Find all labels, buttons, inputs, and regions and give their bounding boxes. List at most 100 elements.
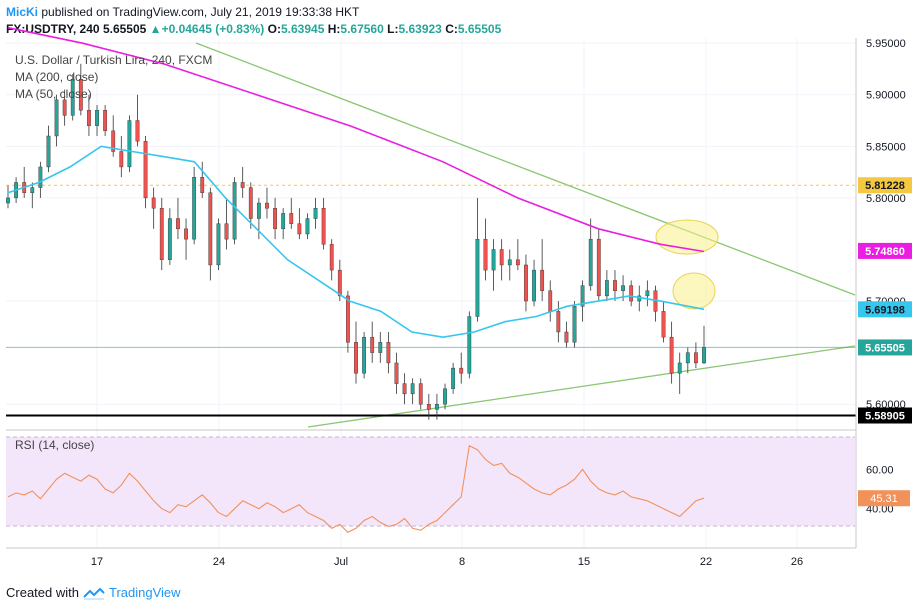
bear-candle[interactable] [394, 362, 399, 384]
bear-candle[interactable] [515, 259, 520, 266]
bear-candle[interactable] [224, 223, 229, 240]
bull-candle[interactable] [604, 280, 609, 297]
bear-candle[interactable] [119, 151, 124, 168]
bear-candle[interactable] [159, 208, 164, 260]
bear-candle[interactable] [184, 228, 188, 240]
bull-candle[interactable] [305, 218, 310, 235]
bull-candle[interactable] [491, 249, 496, 271]
bear-candle[interactable] [596, 238, 601, 297]
bull-candle[interactable] [621, 285, 625, 291]
bull-candle[interactable] [475, 238, 480, 317]
bull-candle[interactable] [685, 352, 690, 364]
price-tick-label: 5.90000 [866, 90, 906, 102]
rsi-legend[interactable]: RSI (14, close) [15, 438, 95, 452]
bull-candle[interactable] [507, 259, 512, 266]
bear-candle[interactable] [273, 208, 277, 230]
bull-candle[interactable] [435, 404, 439, 410]
time-tick-label: 8 [459, 556, 465, 568]
bull-candle[interactable] [281, 213, 286, 230]
bull-candle[interactable] [232, 182, 237, 240]
bear-candle[interactable] [564, 331, 569, 343]
bull-candle[interactable] [70, 79, 75, 116]
bear-candle[interactable] [329, 244, 334, 271]
bear-candle[interactable] [386, 342, 391, 364]
bull-candle[interactable] [313, 208, 318, 219]
ascending-trendline[interactable] [307, 345, 856, 428]
bear-candle[interactable] [321, 208, 326, 245]
bear-candle[interactable] [297, 223, 302, 235]
bull-candle[interactable] [6, 197, 10, 204]
bear-candle[interactable] [354, 342, 358, 374]
bull-candle[interactable] [216, 223, 221, 266]
bull-candle[interactable] [192, 177, 197, 240]
tradingview-brand[interactable]: TradingView [108, 585, 181, 600]
bear-candle[interactable] [629, 285, 634, 302]
bull-candle[interactable] [167, 218, 172, 260]
bear-candle[interactable] [87, 110, 91, 126]
bull-candle[interactable] [410, 383, 415, 395]
bear-candle[interactable] [265, 202, 269, 209]
bear-candle[interactable] [524, 264, 528, 302]
ma200-line[interactable] [7, 26, 705, 253]
bull-candle[interactable] [54, 99, 59, 137]
bull-candle[interactable] [378, 342, 383, 353]
bear-candle[interactable] [661, 311, 666, 338]
bear-candle[interactable] [200, 177, 205, 193]
bear-candle[interactable] [208, 192, 213, 266]
bull-candle[interactable] [645, 290, 650, 297]
bear-candle[interactable] [483, 238, 488, 271]
highlight-ellipse-ma50[interactable] [672, 272, 716, 310]
bull-candle[interactable] [572, 306, 577, 343]
bear-candle[interactable] [62, 99, 67, 116]
bear-candle[interactable] [240, 182, 245, 188]
bull-candle[interactable] [580, 285, 585, 307]
author-name[interactable]: MicKi [6, 5, 39, 19]
bull-candle[interactable] [702, 347, 706, 364]
bull-candle[interactable] [677, 362, 682, 374]
bear-candle[interactable] [143, 140, 148, 199]
descending-trendline[interactable] [195, 42, 856, 296]
bear-candle[interactable] [499, 249, 504, 266]
bull-candle[interactable] [127, 120, 132, 168]
bear-candle[interactable] [151, 197, 156, 209]
bear-candle[interactable] [103, 110, 108, 132]
bear-candle[interactable] [346, 295, 350, 343]
bear-candle[interactable] [135, 120, 140, 142]
bear-candle[interactable] [669, 336, 674, 374]
bull-candle[interactable] [95, 110, 99, 126]
bull-candle[interactable] [46, 135, 51, 168]
bear-candle[interactable] [540, 269, 545, 291]
publish-line: MicKi published on TradingView.com, July… [6, 5, 359, 19]
ma50-line[interactable] [7, 145, 705, 339]
bear-candle[interactable] [370, 336, 375, 353]
bear-candle[interactable] [548, 290, 553, 312]
rsi-line[interactable] [7, 444, 705, 533]
bear-candle[interactable] [248, 187, 253, 219]
legend-title: U.S. Dollar / Turkish Lira, 240, FXCM [15, 53, 213, 67]
bull-candle[interactable] [443, 388, 447, 405]
bull-candle[interactable] [362, 336, 366, 374]
bear-candle[interactable] [613, 280, 617, 291]
bull-candle[interactable] [588, 238, 593, 286]
bull-candle[interactable] [451, 367, 456, 389]
bull-candle[interactable] [30, 187, 35, 193]
bear-candle[interactable] [78, 79, 83, 111]
bear-candle[interactable] [426, 404, 431, 410]
bull-candle[interactable] [38, 166, 43, 188]
bear-candle[interactable] [337, 269, 342, 297]
legend-ma200[interactable]: MA (200, close) [15, 70, 99, 84]
bear-candle[interactable] [176, 218, 180, 230]
bear-candle[interactable] [556, 311, 561, 333]
bear-candle[interactable] [694, 352, 698, 364]
price-label-badge [858, 407, 912, 424]
bull-candle[interactable] [467, 316, 472, 374]
bear-candle[interactable] [459, 367, 464, 374]
bear-candle[interactable] [418, 383, 423, 405]
bear-candle[interactable] [402, 383, 407, 395]
bull-candle[interactable] [532, 269, 536, 302]
bear-candle[interactable] [111, 130, 116, 152]
price-chart-svg[interactable]: 5.950005.900005.850005.800005.700005.600… [0, 0, 920, 580]
bull-candle[interactable] [256, 202, 261, 219]
legend-ma50[interactable]: MA (50, close) [15, 87, 92, 101]
bear-candle[interactable] [289, 213, 294, 224]
